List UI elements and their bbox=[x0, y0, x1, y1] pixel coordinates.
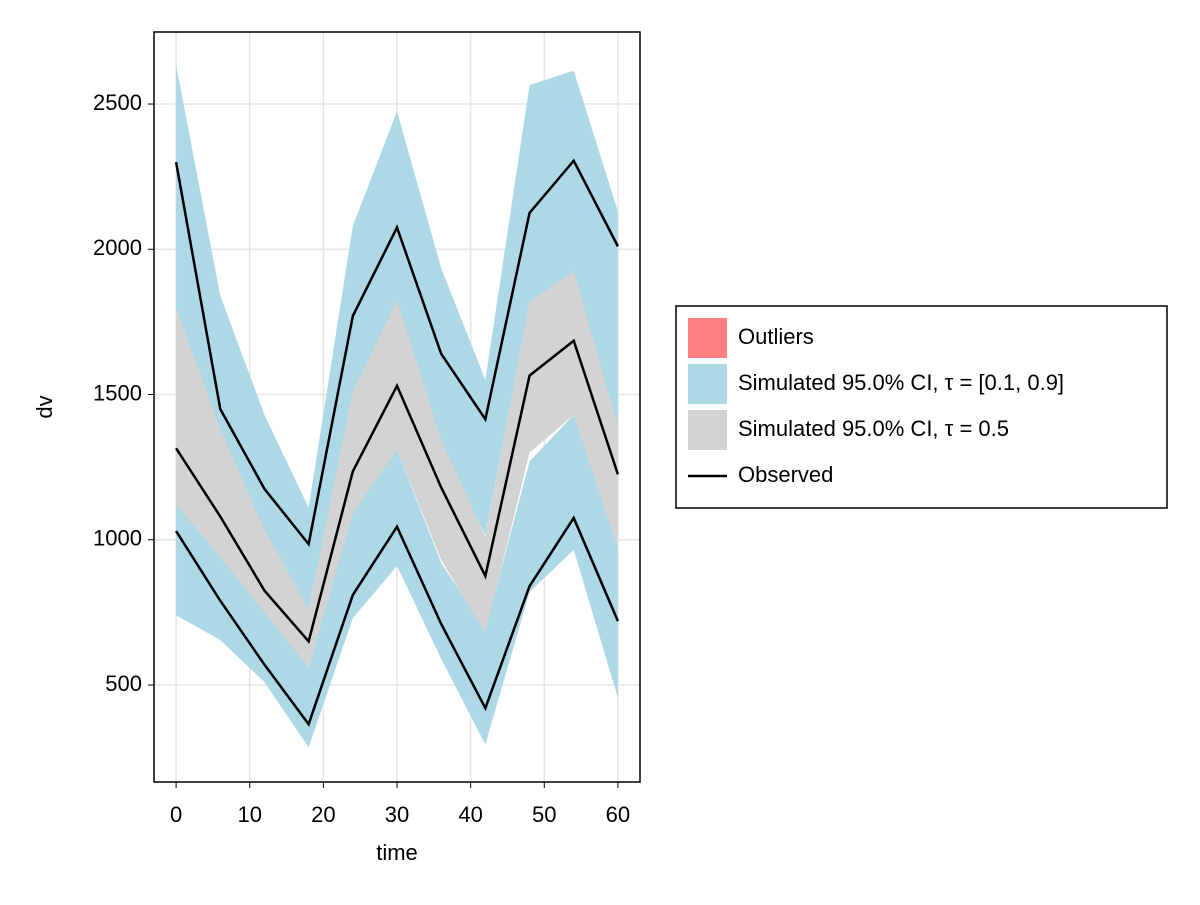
x-tick-label: 30 bbox=[385, 802, 409, 827]
y-tick-label: 1000 bbox=[93, 526, 142, 551]
plot-frame bbox=[153, 31, 641, 783]
x-tick-label: 60 bbox=[606, 802, 630, 827]
x-tick-label: 0 bbox=[170, 802, 182, 827]
observed-line bbox=[175, 515, 620, 727]
x-tick-label: 50 bbox=[532, 802, 556, 827]
observed-line bbox=[174, 158, 620, 547]
legend-swatch bbox=[688, 410, 727, 450]
legend-label: Observed bbox=[738, 462, 833, 487]
y-tick-label: 500 bbox=[105, 671, 142, 696]
legend-label: Outliers bbox=[738, 324, 814, 349]
x-tick-label: 10 bbox=[237, 802, 261, 827]
x-tick-label: 20 bbox=[311, 802, 335, 827]
x-axis-label: time bbox=[376, 840, 418, 865]
ci-band bbox=[176, 271, 618, 668]
legend-swatch bbox=[688, 364, 727, 404]
legend-label: Simulated 95.0% CI, τ = 0.5 bbox=[738, 416, 1009, 441]
legend-label: Simulated 95.0% CI, τ = [0.1, 0.9] bbox=[738, 370, 1064, 395]
observed-line bbox=[175, 338, 620, 645]
ci-band bbox=[176, 64, 618, 610]
ci-band bbox=[176, 414, 618, 748]
y-axis-label: dv bbox=[32, 395, 57, 418]
x-tick-label: 40 bbox=[458, 802, 482, 827]
legend-swatch bbox=[688, 318, 727, 358]
y-tick-label: 2500 bbox=[93, 90, 142, 115]
y-tick-label: 1500 bbox=[93, 380, 142, 405]
legend-box bbox=[675, 305, 1168, 509]
y-tick-label: 2000 bbox=[93, 235, 142, 260]
